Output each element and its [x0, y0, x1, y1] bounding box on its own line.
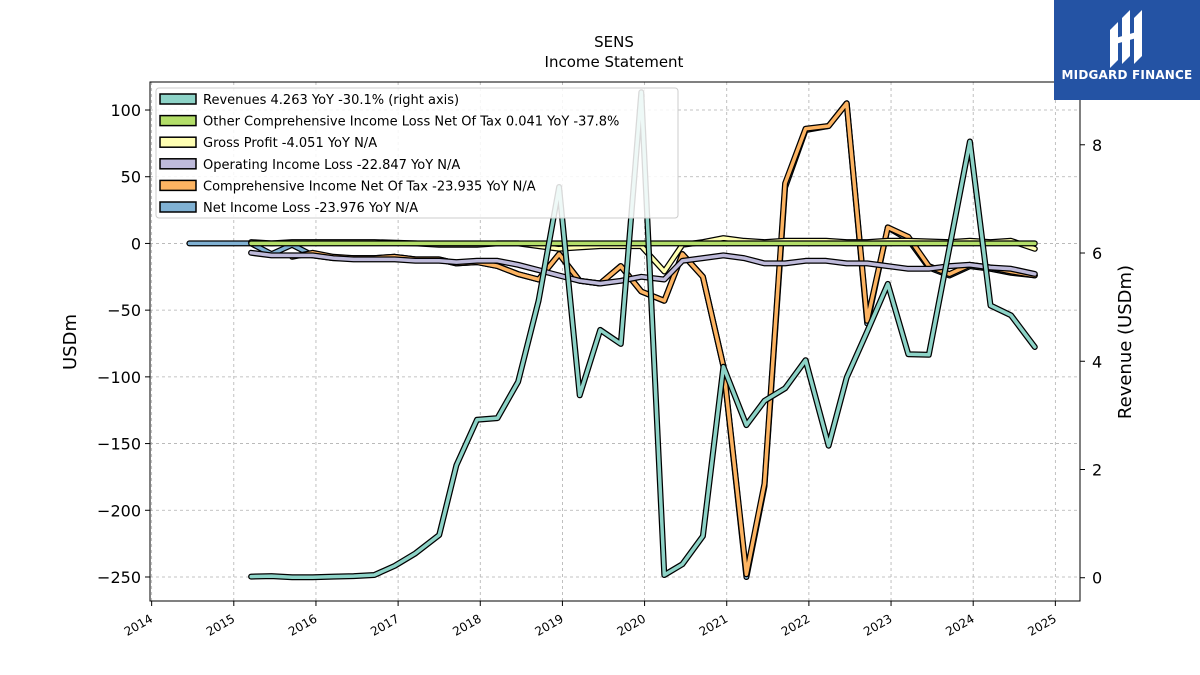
- legend-label: Comprehensive Income Net Of Tax -23.935 …: [203, 179, 536, 194]
- legend-item: Other Comprehensive Income Loss Net Of T…: [159, 114, 619, 130]
- axes-frame: [149, 81, 1081, 602]
- legend-label: Operating Income Loss -22.847 YoY N/A: [203, 158, 460, 173]
- legend-item: Comprehensive Income Net Of Tax -23.935 …: [159, 179, 536, 194]
- chart-title: Income Statement: [545, 53, 684, 71]
- y-left-tick-label: 50: [121, 168, 141, 187]
- chart-ticker: SENS: [594, 33, 634, 51]
- legend-swatch: [159, 179, 197, 192]
- y-right-tick-label: 6: [1092, 244, 1102, 263]
- y-axis-right: 0 2 4 6 8: [1080, 136, 1102, 588]
- y-left-tick-label: 100: [110, 101, 141, 120]
- legend-item: Operating Income Loss -22.847 YoY N/A: [159, 158, 460, 173]
- y-right-tick-label: 8: [1092, 136, 1102, 155]
- legend-item: Gross Profit -4.051 YoY N/A: [159, 136, 377, 151]
- legend-item: Net Income Loss -23.976 YoY N/A: [159, 201, 418, 216]
- legend-label: Other Comprehensive Income Loss Net Of T…: [203, 115, 619, 130]
- legend-swatch: [159, 136, 197, 148]
- y-right-tick-label: 4: [1092, 352, 1102, 371]
- y-axis-left: 100 50 0 −50 −100 −150 −200 −250: [97, 101, 150, 587]
- legend-item: Revenues 4.263 YoY -30.1% (right axis): [159, 93, 459, 108]
- y-left-tick-label: −200: [97, 501, 141, 520]
- y-axis-left-label: USDm: [60, 314, 81, 370]
- legend-swatch: [159, 114, 197, 127]
- y-left-tick-label: 0: [131, 234, 141, 253]
- y-right-tick-label: 0: [1092, 569, 1102, 588]
- y-axis-right-label: Revenue (USDm): [1115, 265, 1136, 419]
- legend-label: Net Income Loss -23.976 YoY N/A: [203, 201, 418, 216]
- y-right-tick-label: 2: [1092, 460, 1102, 479]
- brand-logo-mark: [1110, 10, 1142, 68]
- y-left-tick-label: −50: [107, 301, 141, 320]
- legend-box: [155, 87, 679, 219]
- brand-logo: MIDGARD FINANCE: [1054, 0, 1200, 100]
- legend-swatch: [159, 158, 197, 170]
- series-line: [249, 251, 1037, 286]
- legend-label: Revenues 4.263 YoY -30.1% (right axis): [203, 93, 459, 108]
- legend-label: Gross Profit -4.051 YoY N/A: [203, 136, 377, 151]
- legend-swatch: [159, 201, 197, 213]
- brand-logo-text: MIDGARD FINANCE: [1061, 68, 1193, 82]
- y-left-tick-label: −150: [97, 435, 141, 454]
- y-left-tick-label: −100: [97, 368, 141, 387]
- y-left-tick-label: −250: [97, 568, 141, 587]
- legend-swatch: [159, 93, 197, 105]
- legend: Revenues 4.263 YoY -30.1% (right axis) Ot…: [155, 87, 679, 219]
- series-operating-income-loss: [248, 249, 1038, 287]
- plot-area: [186, 89, 1038, 581]
